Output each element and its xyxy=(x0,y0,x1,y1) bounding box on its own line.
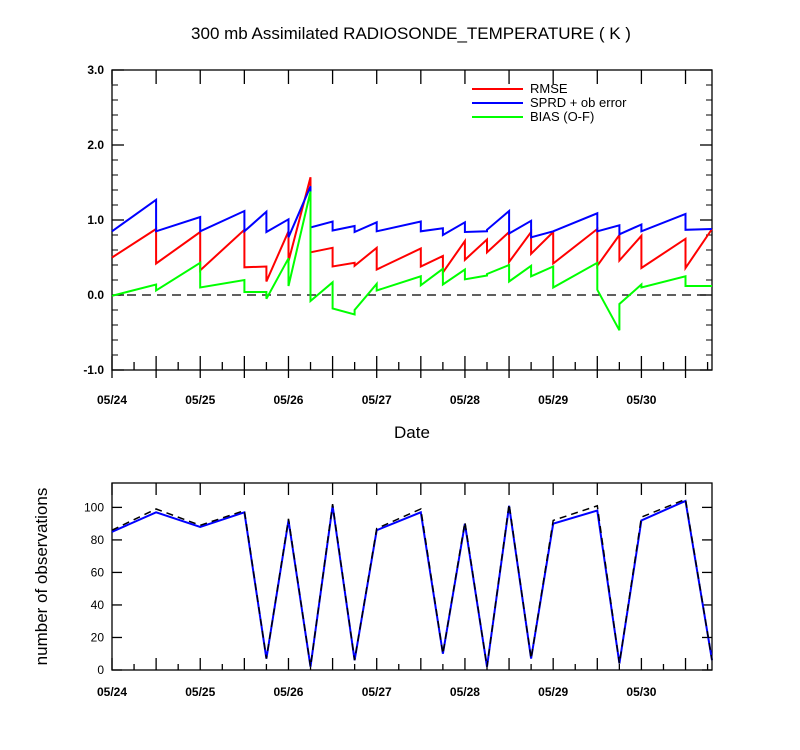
top-legend-label-1: RMSE xyxy=(530,81,568,96)
top-legend-label-2: SPRD + ob error xyxy=(530,95,627,110)
bottom-x-tick-label: 05/25 xyxy=(185,685,215,699)
bottom-series-2-line xyxy=(111,498,713,667)
top-x-tick-label: 05/29 xyxy=(538,393,568,407)
top-y-tick-label: 0.0 xyxy=(87,288,104,302)
top-y-tick-label: -1.0 xyxy=(83,363,104,377)
top-series-3-line xyxy=(111,191,712,331)
top-frame xyxy=(111,69,713,371)
top-x-tick-label: 05/27 xyxy=(362,393,392,407)
top-x-tick-label: 05/25 xyxy=(185,393,215,407)
top-y-tick-label: 3.0 xyxy=(87,63,104,77)
top-y-tick-label: 2.0 xyxy=(87,138,104,152)
bottom-x-tick-label: 05/26 xyxy=(273,685,303,699)
bottom-y-axis-label: number of observations xyxy=(32,488,51,666)
bottom-x-tick-label: 05/24 xyxy=(97,685,127,699)
top-x-tick-label: 05/26 xyxy=(273,393,303,407)
bottom-x-tick-label: 05/28 xyxy=(450,685,480,699)
bottom-y-tick-label: 80 xyxy=(91,533,105,547)
top-series-1-line xyxy=(111,176,713,282)
top-legend-label-3: BIAS (O-F) xyxy=(530,109,594,124)
bottom-x-tick-label: 05/27 xyxy=(362,685,392,699)
bottom-y-tick-label: 0 xyxy=(97,663,104,677)
bottom-panel: 05/24 05/25 05/26 05/27 05/28 05/29 05/30 0 20 40… xyxy=(32,482,713,699)
bottom-y-tick-label: 20 xyxy=(91,630,105,644)
top-chart-title: 300 mb Assimilated RADIOSONDE_TEMPERATUR… xyxy=(191,24,631,43)
top-x-axis-label: Date xyxy=(394,423,430,442)
bottom-y-tick-label: 60 xyxy=(91,565,105,579)
bottom-y-tick-label: 40 xyxy=(91,598,105,612)
top-x-tick-label: 05/28 xyxy=(450,393,480,407)
top-series-2-line xyxy=(111,185,713,239)
bottom-x-tick-label: 05/30 xyxy=(626,685,656,699)
top-x-tick-label: 05/30 xyxy=(626,393,656,407)
bottom-y-tick-label: 100 xyxy=(84,500,104,514)
top-y-tick-label: 1.0 xyxy=(87,213,104,227)
top-x-tick-label: 05/24 xyxy=(97,393,127,407)
bottom-x-tick-label: 05/29 xyxy=(538,685,568,699)
bottom-frame xyxy=(111,482,713,671)
top-panel: 05/24 05/25 05/26 05/27 05/28 05/29 05/30 -1.0 0… xyxy=(83,63,713,442)
